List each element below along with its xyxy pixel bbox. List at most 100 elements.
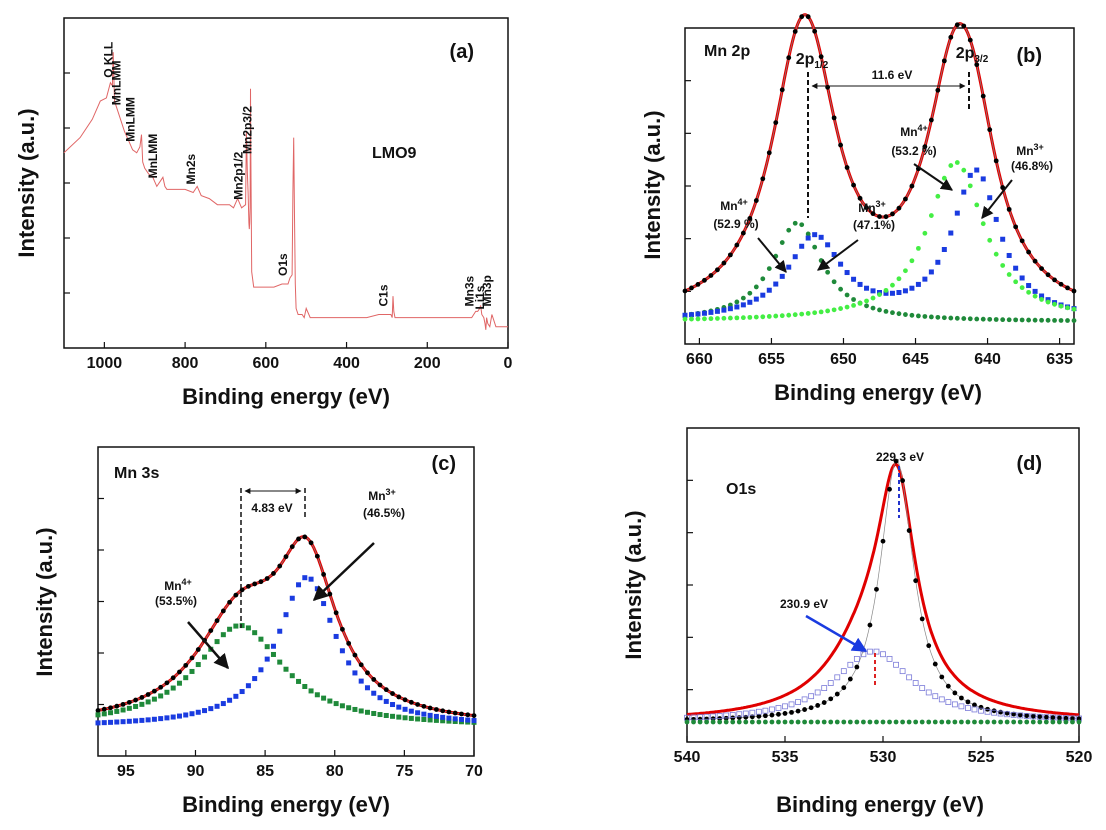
data-point — [427, 717, 433, 723]
data-point — [365, 670, 370, 676]
data-point — [289, 673, 295, 679]
data-point — [919, 719, 925, 725]
data-point — [877, 214, 882, 219]
data-point — [773, 313, 779, 319]
peak-annotation: MnLMM — [110, 61, 124, 106]
panel-c-xlabel: Binding energy (eV) — [182, 792, 390, 817]
data-point — [851, 182, 856, 188]
data-point — [847, 719, 853, 725]
data-point — [838, 142, 843, 148]
data-point — [805, 311, 811, 316]
data-point — [1058, 318, 1064, 323]
data-point — [101, 706, 107, 712]
panel-c-arrow-mn3 — [312, 542, 375, 602]
data-point — [967, 183, 973, 189]
data-point — [808, 693, 815, 700]
data-point — [766, 150, 772, 156]
data-point — [139, 695, 145, 700]
data-point — [158, 716, 164, 722]
data-point — [883, 290, 889, 296]
data-point — [935, 193, 941, 199]
data-point — [364, 685, 370, 691]
data-point — [408, 699, 414, 705]
data-point — [296, 582, 302, 588]
peak-annotation: Mn3p — [480, 275, 494, 306]
data-point — [841, 719, 847, 725]
data-point — [782, 711, 788, 716]
data-point — [1019, 238, 1025, 244]
data-point — [890, 211, 895, 217]
data-point — [734, 304, 740, 310]
data-point — [987, 195, 993, 201]
data-point — [906, 719, 912, 725]
data-point — [828, 719, 834, 725]
data-point — [730, 719, 736, 725]
data-point — [214, 618, 220, 624]
data-point — [948, 315, 954, 321]
data-point — [978, 704, 984, 710]
data-point — [965, 699, 971, 705]
data-point — [1026, 289, 1032, 295]
panel-c-arrow-mn4 — [187, 621, 229, 670]
data-point — [769, 706, 775, 713]
data-point — [743, 719, 749, 725]
data-point — [864, 298, 869, 304]
data-point — [151, 696, 157, 702]
data-point — [812, 244, 818, 250]
envelope-fit-line — [686, 462, 1080, 717]
data-point — [427, 705, 433, 711]
x-tick-label: 95 — [117, 763, 135, 780]
panel-b-label-mn4-a: Mn4+ (52.9 %) — [713, 197, 758, 231]
data-point — [95, 708, 101, 713]
data-point — [308, 576, 314, 582]
data-point — [710, 713, 717, 720]
data-point — [208, 628, 214, 634]
data-point — [126, 718, 132, 724]
data-point — [959, 719, 964, 725]
data-point — [252, 630, 258, 636]
data-point — [1017, 712, 1023, 718]
data-point — [932, 661, 938, 667]
data-point — [1006, 252, 1012, 258]
x-tick-label: 85 — [256, 763, 274, 780]
data-point — [799, 311, 805, 317]
data-point — [170, 675, 176, 681]
data-point — [126, 705, 132, 711]
data-point — [792, 254, 798, 260]
panel-b-label-mn3-b: Mn3+ (46.8%) — [1011, 142, 1053, 173]
data-point — [120, 701, 126, 707]
data-point — [408, 708, 414, 714]
data-point — [887, 486, 892, 492]
data-point — [371, 710, 377, 716]
data-point — [727, 306, 733, 312]
x-tick-label: 70 — [465, 763, 483, 780]
panel-b-ylabel: Intensity (a.u.) — [640, 110, 665, 259]
data-point — [233, 623, 239, 629]
data-point — [1050, 719, 1056, 725]
data-point — [402, 706, 408, 712]
data-point — [887, 719, 892, 725]
x-tick-label: 525 — [968, 749, 995, 766]
data-point — [421, 711, 427, 717]
data-point — [682, 312, 688, 318]
data-point — [1039, 317, 1044, 323]
data-point — [390, 702, 396, 708]
data-point — [909, 312, 915, 318]
data-point — [145, 692, 151, 697]
data-point — [1030, 719, 1036, 725]
data-point — [358, 662, 364, 668]
data-point — [906, 528, 912, 533]
data-point — [396, 694, 402, 700]
data-point — [971, 706, 978, 713]
data-point — [825, 308, 831, 314]
data-point — [736, 711, 743, 718]
panel-c-core-level: Mn 3s — [114, 465, 159, 482]
data-point — [339, 703, 345, 709]
data-point — [821, 719, 827, 725]
data-point — [961, 23, 967, 29]
data-point — [967, 172, 973, 178]
data-point — [998, 719, 1003, 725]
data-point — [926, 643, 932, 649]
panel-d-xlabel: Binding energy (eV) — [776, 792, 984, 817]
data-point — [886, 655, 893, 662]
